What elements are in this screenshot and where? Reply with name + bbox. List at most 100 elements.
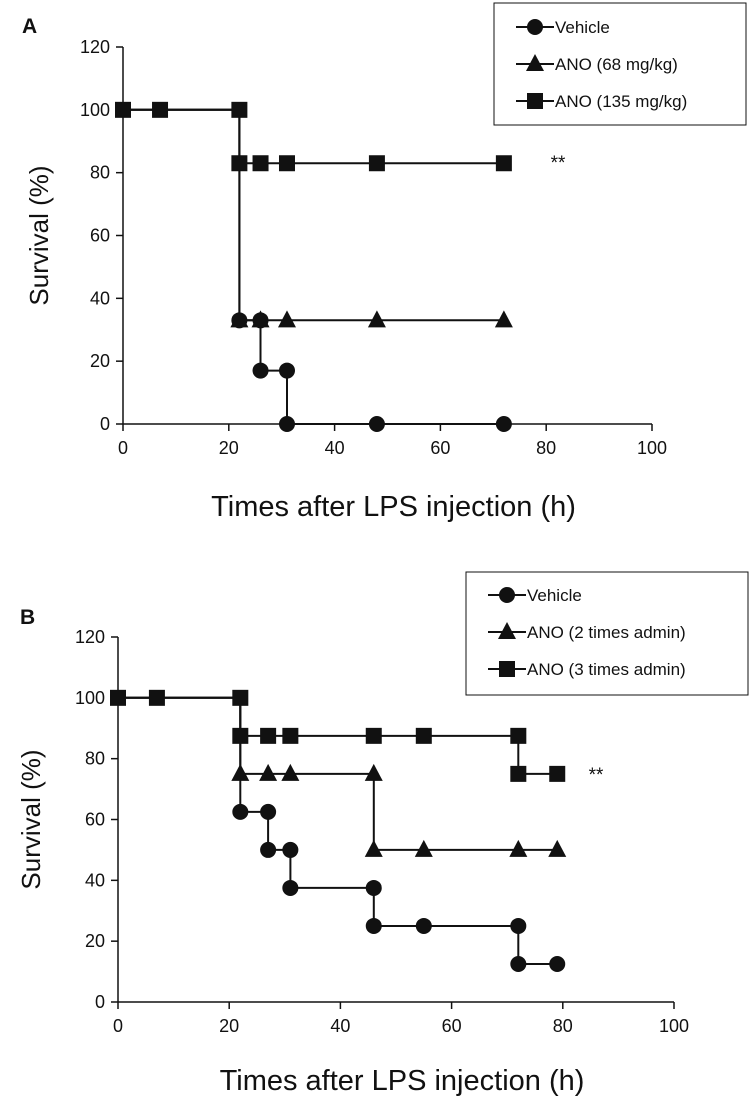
data-point-square	[232, 727, 249, 744]
x-tick-label: 100	[637, 438, 667, 458]
series-line-triangle	[123, 108, 504, 322]
data-point-circle	[252, 362, 269, 379]
data-point-triangle	[509, 839, 528, 857]
data-point-triangle	[414, 839, 433, 857]
data-point-circle	[549, 955, 566, 972]
y-tick-label: 20	[85, 931, 105, 951]
data-point-triangle	[281, 763, 300, 781]
significance-annotation: **	[589, 765, 604, 786]
legend-label: ANO (68 mg/kg)	[555, 55, 678, 74]
data-point-square	[549, 765, 566, 782]
y-tick-label: 120	[75, 627, 105, 647]
x-tick-label: 100	[659, 1016, 689, 1036]
legend-label: ANO (3 times admin)	[527, 660, 686, 679]
data-point-circle	[260, 803, 277, 820]
data-point-square	[415, 727, 432, 744]
data-point-circle	[368, 416, 385, 432]
data-point-square	[231, 155, 248, 172]
legend-label: Vehicle	[555, 18, 610, 37]
x-tick-label: 80	[536, 438, 556, 458]
legend-marker-triangle	[526, 54, 544, 71]
y-tick-label: 40	[90, 288, 110, 308]
panel-label-b: B	[20, 606, 35, 629]
x-tick-label: 0	[113, 1016, 123, 1036]
y-tick-label: 100	[75, 688, 105, 708]
y-tick-label: 40	[85, 870, 105, 890]
data-point-circle	[282, 879, 299, 896]
data-point-square	[110, 689, 126, 706]
legend-label: Vehicle	[527, 586, 582, 605]
data-point-triangle	[494, 310, 513, 328]
data-point-circle	[232, 803, 249, 820]
series-line-square	[123, 108, 504, 165]
data-point-triangle	[548, 839, 567, 857]
legend-marker-triangle	[498, 622, 516, 639]
data-point-square	[231, 101, 248, 118]
y-tick-label: 60	[90, 226, 110, 246]
data-point-square	[232, 689, 249, 706]
series-line-triangle	[118, 696, 558, 851]
data-point-square	[282, 727, 299, 744]
series-line-circle	[118, 696, 558, 965]
data-point-triangle	[230, 310, 249, 328]
data-point-square	[365, 727, 382, 744]
data-point-circle	[278, 416, 295, 432]
data-point-triangle	[364, 839, 383, 857]
x-tick-label: 60	[442, 1016, 462, 1036]
significance-annotation: **	[551, 153, 566, 174]
data-point-square	[495, 155, 512, 172]
data-point-triangle	[367, 310, 386, 328]
data-point-square	[368, 155, 385, 172]
data-point-triangle	[251, 310, 270, 328]
data-point-square	[278, 155, 295, 172]
data-point-square	[115, 101, 131, 118]
data-point-circle	[260, 841, 277, 858]
x-tick-label: 80	[553, 1016, 573, 1036]
legend-marker-circle	[499, 587, 515, 603]
x-axis-label: Times after LPS injection (h)	[211, 491, 576, 523]
legend-marker-circle	[527, 19, 543, 35]
y-tick-label: 120	[80, 37, 110, 57]
y-tick-label: 0	[100, 414, 110, 434]
data-point-square	[260, 727, 277, 744]
data-point-square	[152, 101, 169, 118]
x-tick-label: 40	[325, 438, 345, 458]
data-point-circle	[510, 917, 527, 934]
data-point-square	[148, 689, 165, 706]
data-point-triangle	[277, 310, 296, 328]
y-axis-label: Survival (%)	[16, 749, 46, 889]
y-tick-label: 60	[85, 810, 105, 830]
data-point-triangle	[364, 763, 383, 781]
series-line-square	[118, 696, 558, 775]
data-point-square	[252, 155, 269, 172]
y-tick-label: 80	[85, 749, 105, 769]
panel-label-a: A	[22, 15, 37, 38]
y-tick-label: 100	[80, 100, 110, 120]
y-tick-label: 0	[95, 992, 105, 1012]
series-line-circle	[123, 108, 504, 425]
data-point-triangle	[259, 763, 278, 781]
data-point-square	[510, 727, 527, 744]
data-point-circle	[495, 416, 512, 432]
y-axis-label: Survival (%)	[24, 165, 54, 305]
legend-label: ANO (2 times admin)	[527, 623, 686, 642]
data-point-circle	[510, 955, 527, 972]
data-point-circle	[282, 841, 299, 858]
x-tick-label: 60	[430, 438, 450, 458]
x-axis-label: Times after LPS injection (h)	[220, 1065, 585, 1097]
x-tick-label: 20	[219, 1016, 239, 1036]
data-point-square	[510, 765, 527, 782]
legend-label: ANO (135 mg/kg)	[555, 92, 687, 111]
x-tick-label: 20	[219, 438, 239, 458]
data-point-circle	[365, 917, 382, 934]
y-tick-label: 20	[90, 351, 110, 371]
data-point-circle	[365, 879, 382, 896]
x-tick-label: 0	[118, 438, 128, 458]
y-tick-label: 80	[90, 163, 110, 183]
data-point-circle	[278, 362, 295, 379]
data-point-circle	[415, 917, 432, 934]
data-point-triangle	[231, 763, 250, 781]
x-tick-label: 40	[330, 1016, 350, 1036]
